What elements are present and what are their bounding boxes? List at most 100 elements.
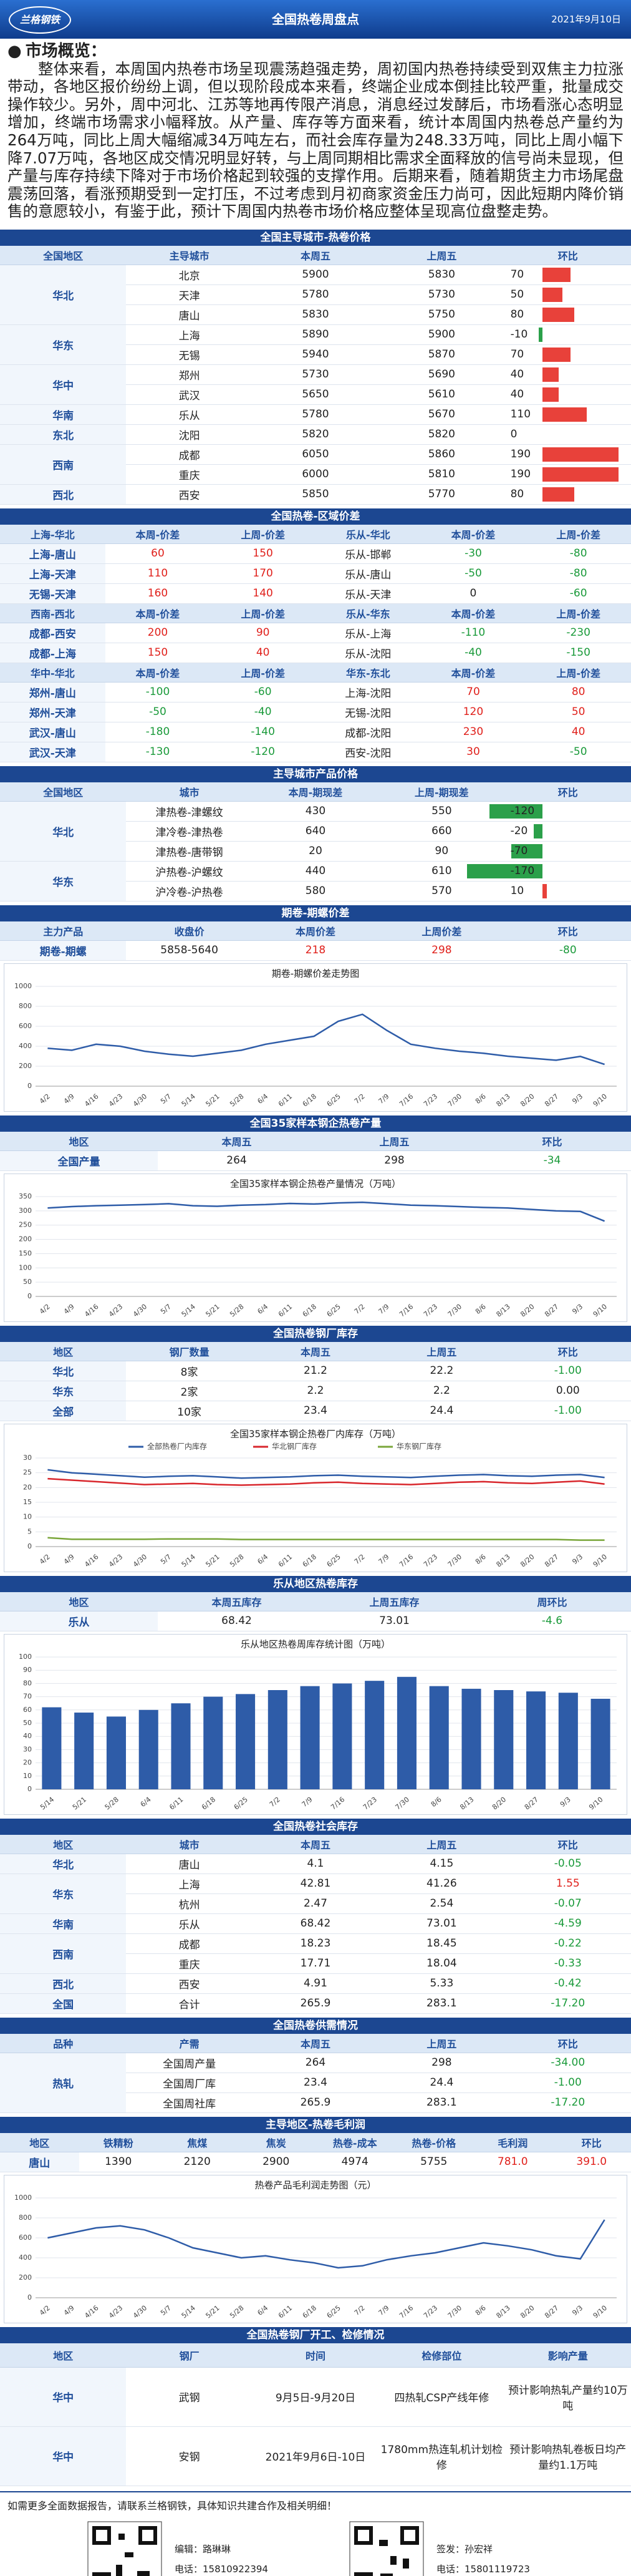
qr-code (87, 2521, 162, 2576)
table-row: 全部 10家 23.4 24.4 -1.00 (0, 1401, 631, 1421)
x-tick-label: 7/23 (422, 2304, 439, 2320)
table-cell: 80 (526, 682, 631, 702)
y-tick-label: 350 (19, 1192, 32, 1200)
chart: 全国35家样本钢企热卷厂内库存（万吨） 全部热卷厂内库存 华北钢厂库存 华东钢厂库存 0… (4, 1423, 627, 1572)
y-tick-label: 400 (19, 2253, 32, 2262)
table-cell: -40 (210, 702, 316, 722)
overview-title: 市场概览： (7, 42, 624, 61)
x-tick-label: 5/14 (39, 1796, 55, 1812)
table-cell: 5770 (378, 484, 505, 505)
row-label: 无锡-天津 (0, 583, 105, 604)
x-tick-label: 6/25 (325, 1303, 342, 1319)
table-cell: 73.01 (378, 1913, 505, 1934)
data-table: 上海-华北 本周-价差 上周-价差 乐从-华北 本周-价差 上周-价差 上海-唐山 60 150… (0, 524, 631, 762)
table-cell: 640 (252, 821, 379, 842)
table-cell: -30 (420, 543, 526, 564)
cell-value: 110 (510, 408, 531, 421)
column-header: 本周-期现差 (252, 782, 379, 802)
x-tick-label: 6/11 (168, 1796, 185, 1812)
table-cell: 0 (420, 583, 526, 604)
table-cell: -34.00 (504, 2053, 631, 2073)
table-cell: 5750 (378, 304, 505, 325)
table-row: 西南 成都 6050 5860 190 (0, 444, 631, 485)
table-cell: 津冷卷-津热卷 (126, 821, 253, 842)
column-header: 上周-价差 (210, 663, 316, 683)
table-cell: 8家 (126, 1361, 253, 1381)
header-row: 上海-华北 本周-价差 上周-价差 乐从-华北 本周-价差 上周-价差 (0, 524, 631, 544)
x-tick-label: 4/2 (38, 1303, 52, 1316)
cell-value: 190 (510, 468, 531, 481)
column-header: 环比 (504, 2033, 631, 2053)
column-header: 地区 (0, 1131, 158, 1151)
table-cell: 110 (105, 563, 211, 584)
line-series (47, 1477, 605, 1486)
data-bar (542, 407, 587, 422)
table-row: 华东 2家 2.2 2.2 0.00 (0, 1381, 631, 1401)
x-tick-label: 4/2 (38, 1553, 52, 1566)
bar (558, 1693, 578, 1789)
logo: 兰格钢铁 (9, 6, 71, 34)
table-cell: 4.15 (378, 1854, 505, 1874)
column-header: 本周五 (252, 1834, 379, 1854)
x-tick-label: 4/30 (132, 1553, 148, 1569)
data-bar (511, 843, 543, 858)
table-row: 西北 西安 5850 5770 80 (0, 484, 631, 505)
table-cell: -120 (210, 742, 316, 762)
header-row: 地区 钢厂数量 本周五 上周五 环比 (0, 1341, 631, 1361)
table-cell: 23.4 (252, 1401, 379, 1421)
y-tick-label: 1000 (14, 982, 32, 990)
table-cell: 298 (378, 2053, 505, 2073)
data-bar (542, 883, 547, 898)
column-header: 上周五 (378, 2033, 505, 2053)
table-row: 无锡-天津 160 140 乐从-天津 0 -60 (0, 583, 631, 604)
qr-code (349, 2521, 424, 2576)
table-cell: -4.6 (473, 1611, 631, 1631)
x-tick-label: 5/28 (104, 1796, 120, 1812)
table-cell: 42.81 (252, 1874, 379, 1894)
table-cell: 60 (105, 543, 211, 564)
column-header: 主导城市 (126, 245, 253, 265)
table-cell: 90 (378, 841, 505, 862)
table-cell: 上海 (126, 1874, 253, 1894)
table-cell: 5820 (252, 424, 379, 445)
y-tick-label: 90 (23, 1666, 32, 1674)
table-cell: 10家 (126, 1401, 253, 1421)
row-label: 华中 (0, 364, 127, 405)
x-tick-label: 4/9 (62, 1553, 76, 1566)
table-cell: 2.54 (378, 1893, 505, 1914)
table-cell: -80 (526, 563, 631, 584)
y-tick-label: 0 (27, 1082, 32, 1090)
table-cell: -20 (504, 821, 631, 842)
line-series (47, 1537, 605, 1541)
table-cell: 40 (210, 643, 316, 663)
table-cell: 5940 (252, 344, 379, 365)
data-table: 主力产品 收盘价 本周价差 上周价差 环比 期卷-期螺 5858-5640 218 298 -80 (0, 921, 631, 961)
table-cell: 5860 (378, 444, 505, 465)
table-cell: 合计 (126, 1993, 253, 2014)
x-tick-label: 7/9 (377, 1303, 391, 1316)
cell-value: -120 (510, 805, 535, 818)
column-header: 环比 (504, 1341, 631, 1361)
table-cell: 150 (105, 643, 211, 663)
x-tick-label: 6/18 (301, 1092, 318, 1109)
column-header: 西南-西北 (0, 603, 105, 623)
x-tick-label: 8/27 (523, 1796, 540, 1812)
header-row: 地区 铁精粉 焦煤 焦炭 热卷-成本 热卷-价格 毛利润 环比 (0, 2132, 631, 2152)
table-cell: -230 (526, 623, 631, 643)
x-tick-label: 8/20 (491, 1796, 508, 1812)
column-header: 上周-价差 (210, 603, 316, 623)
x-tick-label: 5/14 (180, 1553, 197, 1569)
x-tick-label: 8/20 (519, 1303, 536, 1319)
table-cell: 上海-沈阳 (315, 682, 421, 702)
cell-value: 50 (510, 288, 524, 301)
x-tick-label: 5/21 (71, 1796, 88, 1812)
row-label: 全部 (0, 1401, 127, 1421)
table-cell: 西安 (126, 484, 253, 505)
data-bar (542, 287, 563, 302)
x-tick-label: 6/18 (301, 1303, 318, 1319)
section-title: 主导地区-热卷毛利润 (0, 2116, 631, 2133)
table-row: 热轧 全国周产量 264 298 -34.00 (0, 2053, 631, 2113)
table-cell: -0.22 (504, 1933, 631, 1954)
table-row: 郑州-天津 -50 -40 无锡-沈阳 120 50 (0, 702, 631, 722)
cell-value: 190 (510, 448, 531, 461)
